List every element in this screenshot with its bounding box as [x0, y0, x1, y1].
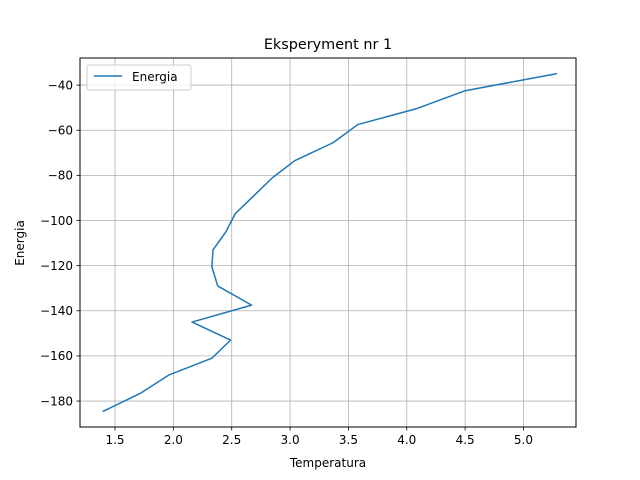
x-axis-label: Temperatura [289, 456, 366, 470]
y-tick-label: −180 [40, 394, 73, 408]
y-tick-label: −120 [40, 259, 73, 273]
chart-title: Eksperyment nr 1 [264, 37, 392, 53]
x-tick-label: 2.5 [222, 433, 241, 447]
legend-label-energia: Energia [132, 70, 178, 84]
y-tick-label: −140 [40, 304, 73, 318]
x-tick-label: 4.5 [456, 433, 475, 447]
x-tick-label: 4.0 [397, 433, 416, 447]
legend: Energia [86, 64, 192, 91]
y-tick-label: −80 [48, 169, 73, 183]
x-tick-label: 3.0 [281, 433, 300, 447]
y-tick-label: −100 [40, 214, 73, 228]
x-tick-label: 3.5 [339, 433, 358, 447]
series-layer [102, 72, 558, 413]
x-tick-label: 2.0 [164, 433, 183, 447]
axes-frame [79, 57, 577, 428]
y-axis-ticks: −180 −160 −140 −120 −100 −80 −60 −40 [40, 78, 80, 408]
series-line-energia [102, 72, 558, 413]
y-gridlines [80, 84, 576, 402]
x-axis-ticks: 1.5 2.0 2.5 3.0 3.5 4.0 4.5 5.0 [105, 427, 533, 447]
x-tick-label: 5.0 [514, 433, 533, 447]
legend-box [86, 64, 192, 91]
x-gridlines [114, 58, 524, 427]
axes-background [80, 58, 576, 427]
y-tick-label: −60 [48, 124, 73, 138]
y-tick-label: −40 [48, 78, 73, 92]
x-tick-label: 1.5 [105, 433, 124, 447]
y-axis-label: Energia [13, 220, 27, 266]
y-tick-label: −160 [40, 349, 73, 363]
